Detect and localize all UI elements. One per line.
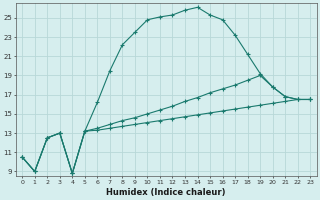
X-axis label: Humidex (Indice chaleur): Humidex (Indice chaleur): [107, 188, 226, 197]
